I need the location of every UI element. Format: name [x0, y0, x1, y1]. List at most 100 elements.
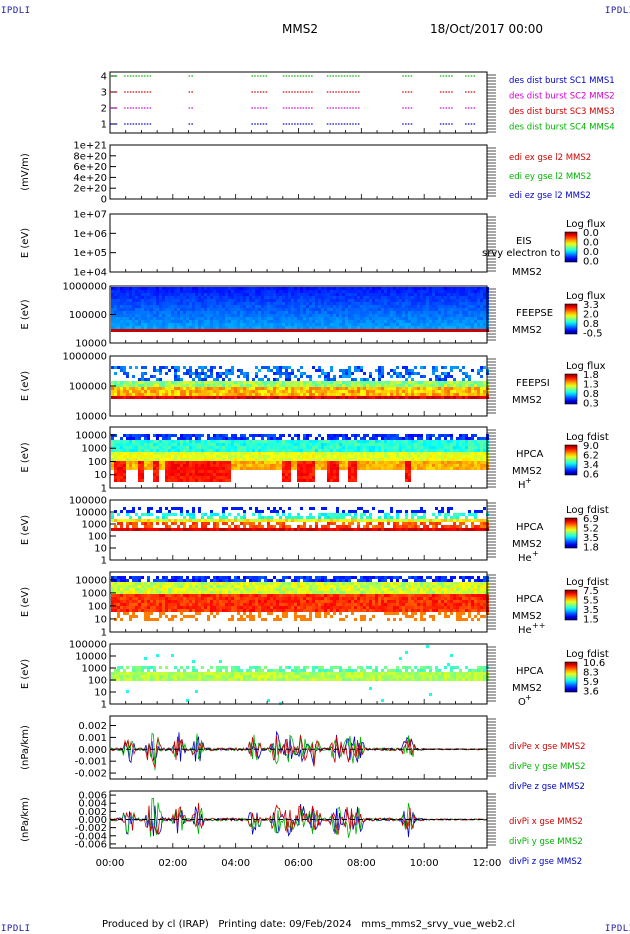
spectrogram-cell — [177, 299, 180, 302]
spectrogram-cell — [180, 381, 183, 384]
spectrogram-cell — [303, 308, 306, 311]
spectrogram-cell — [279, 443, 282, 446]
spectrogram-cell — [312, 293, 315, 296]
spectrogram-cell — [381, 440, 384, 443]
spectrogram-cell — [462, 287, 465, 290]
spectrogram-cell — [258, 443, 261, 446]
spectrogram-cell — [306, 446, 309, 449]
spectrogram-cell — [135, 293, 138, 296]
spectrogram-cell — [195, 320, 198, 323]
spectrogram-cell — [366, 290, 369, 293]
spectrogram-cell — [477, 293, 480, 296]
spectrogram-cell — [138, 437, 141, 440]
spectrogram-cell — [231, 317, 234, 320]
spectrogram-cell — [354, 387, 357, 390]
spectrogram-cell — [264, 452, 267, 455]
spectrogram-cell — [306, 455, 309, 458]
spectrogram-cell — [129, 326, 132, 329]
spectrogram-cell — [222, 449, 225, 452]
spectrogram-cell — [366, 390, 369, 393]
spectrogram-cell — [150, 305, 153, 308]
spectrogram-cell — [366, 458, 369, 461]
spectrogram-cell — [438, 305, 441, 308]
spectrogram-cell — [129, 381, 132, 384]
spectrogram-cell — [156, 443, 159, 446]
spectrogram-cell — [246, 387, 249, 390]
spectrogram-cell — [312, 455, 315, 458]
spectrogram-cell — [480, 387, 483, 390]
spectrogram-cell — [204, 393, 207, 396]
spectrogram-cell — [282, 290, 285, 293]
spectrogram-cell — [357, 308, 360, 311]
spectrogram-cell — [312, 296, 315, 299]
spectrogram-cell — [411, 387, 414, 390]
spectrogram-cell — [252, 467, 255, 470]
spectrogram-cell — [111, 366, 114, 369]
spectrogram-cell — [285, 440, 288, 443]
spectrogram-cell — [429, 464, 432, 467]
spectrogram-cell — [225, 458, 228, 461]
spectrogram-cell — [342, 290, 345, 293]
spectrogram-cell — [213, 366, 216, 369]
spectrogram-cell — [387, 434, 390, 437]
spectrogram-cell — [201, 434, 204, 437]
spectrogram-cell — [126, 464, 129, 467]
spectrogram-cell — [159, 381, 162, 384]
spectrogram-cell — [411, 446, 414, 449]
colorbar — [564, 231, 578, 263]
spectrogram-cell — [474, 393, 477, 396]
spectrogram-cell — [138, 464, 141, 467]
spectrogram-cell — [297, 440, 300, 443]
spectrogram-cell — [468, 293, 471, 296]
spectrogram-cell — [288, 314, 291, 317]
spectrogram-cell — [147, 464, 150, 467]
spectrogram-cell — [387, 440, 390, 443]
spectrogram-cell — [249, 443, 252, 446]
spectrogram-cell — [354, 479, 357, 482]
spectrogram-cell — [126, 437, 129, 440]
spectrogram-cell — [174, 299, 177, 302]
spectrogram-cell — [480, 296, 483, 299]
spectrogram-cell — [408, 287, 411, 290]
spectrogram-cell — [420, 290, 423, 293]
spectrogram-cell — [111, 287, 114, 290]
spectrogram-cell — [252, 440, 255, 443]
spectrogram-cell — [474, 390, 477, 393]
spectrogram-cell — [207, 390, 210, 393]
spectrogram-cell — [240, 290, 243, 293]
spectrogram-cell — [270, 467, 273, 470]
spectrogram-cell — [312, 314, 315, 317]
spectrogram-cell — [342, 372, 345, 375]
spectrogram-cell — [363, 326, 366, 329]
spectrogram-cell — [297, 452, 300, 455]
spectrogram-cell — [264, 302, 267, 305]
spectrogram-cell — [366, 329, 369, 332]
spectrogram-cell — [189, 470, 192, 473]
spectrogram-cell — [243, 387, 246, 390]
spectrogram-cell — [135, 381, 138, 384]
spectrogram-cell — [141, 375, 144, 378]
spectrogram-cell — [198, 290, 201, 293]
spectrogram-cell — [303, 326, 306, 329]
spectrogram-cell — [189, 458, 192, 461]
spectrogram-cell — [345, 434, 348, 437]
spectrogram-cell — [114, 396, 117, 399]
spectrogram-cell — [390, 299, 393, 302]
spectrogram-cell — [162, 296, 165, 299]
spectrogram-cell — [300, 452, 303, 455]
spectrogram-cell — [177, 440, 180, 443]
spectrogram-cell — [210, 449, 213, 452]
spectrogram-cell — [429, 440, 432, 443]
spectrogram-cell — [291, 449, 294, 452]
spectrogram-cell — [318, 314, 321, 317]
spectrogram-cell — [135, 329, 138, 332]
spectrogram-cell — [318, 296, 321, 299]
spectrogram-cell — [114, 305, 117, 308]
spectrogram-cell — [270, 320, 273, 323]
spectrogram-cell — [381, 323, 384, 326]
spectrogram-cell — [402, 311, 405, 314]
spectrogram-cell — [288, 299, 291, 302]
spectrogram-cell — [144, 464, 147, 467]
spectrogram-cell — [273, 293, 276, 296]
spectrogram-cell — [309, 314, 312, 317]
